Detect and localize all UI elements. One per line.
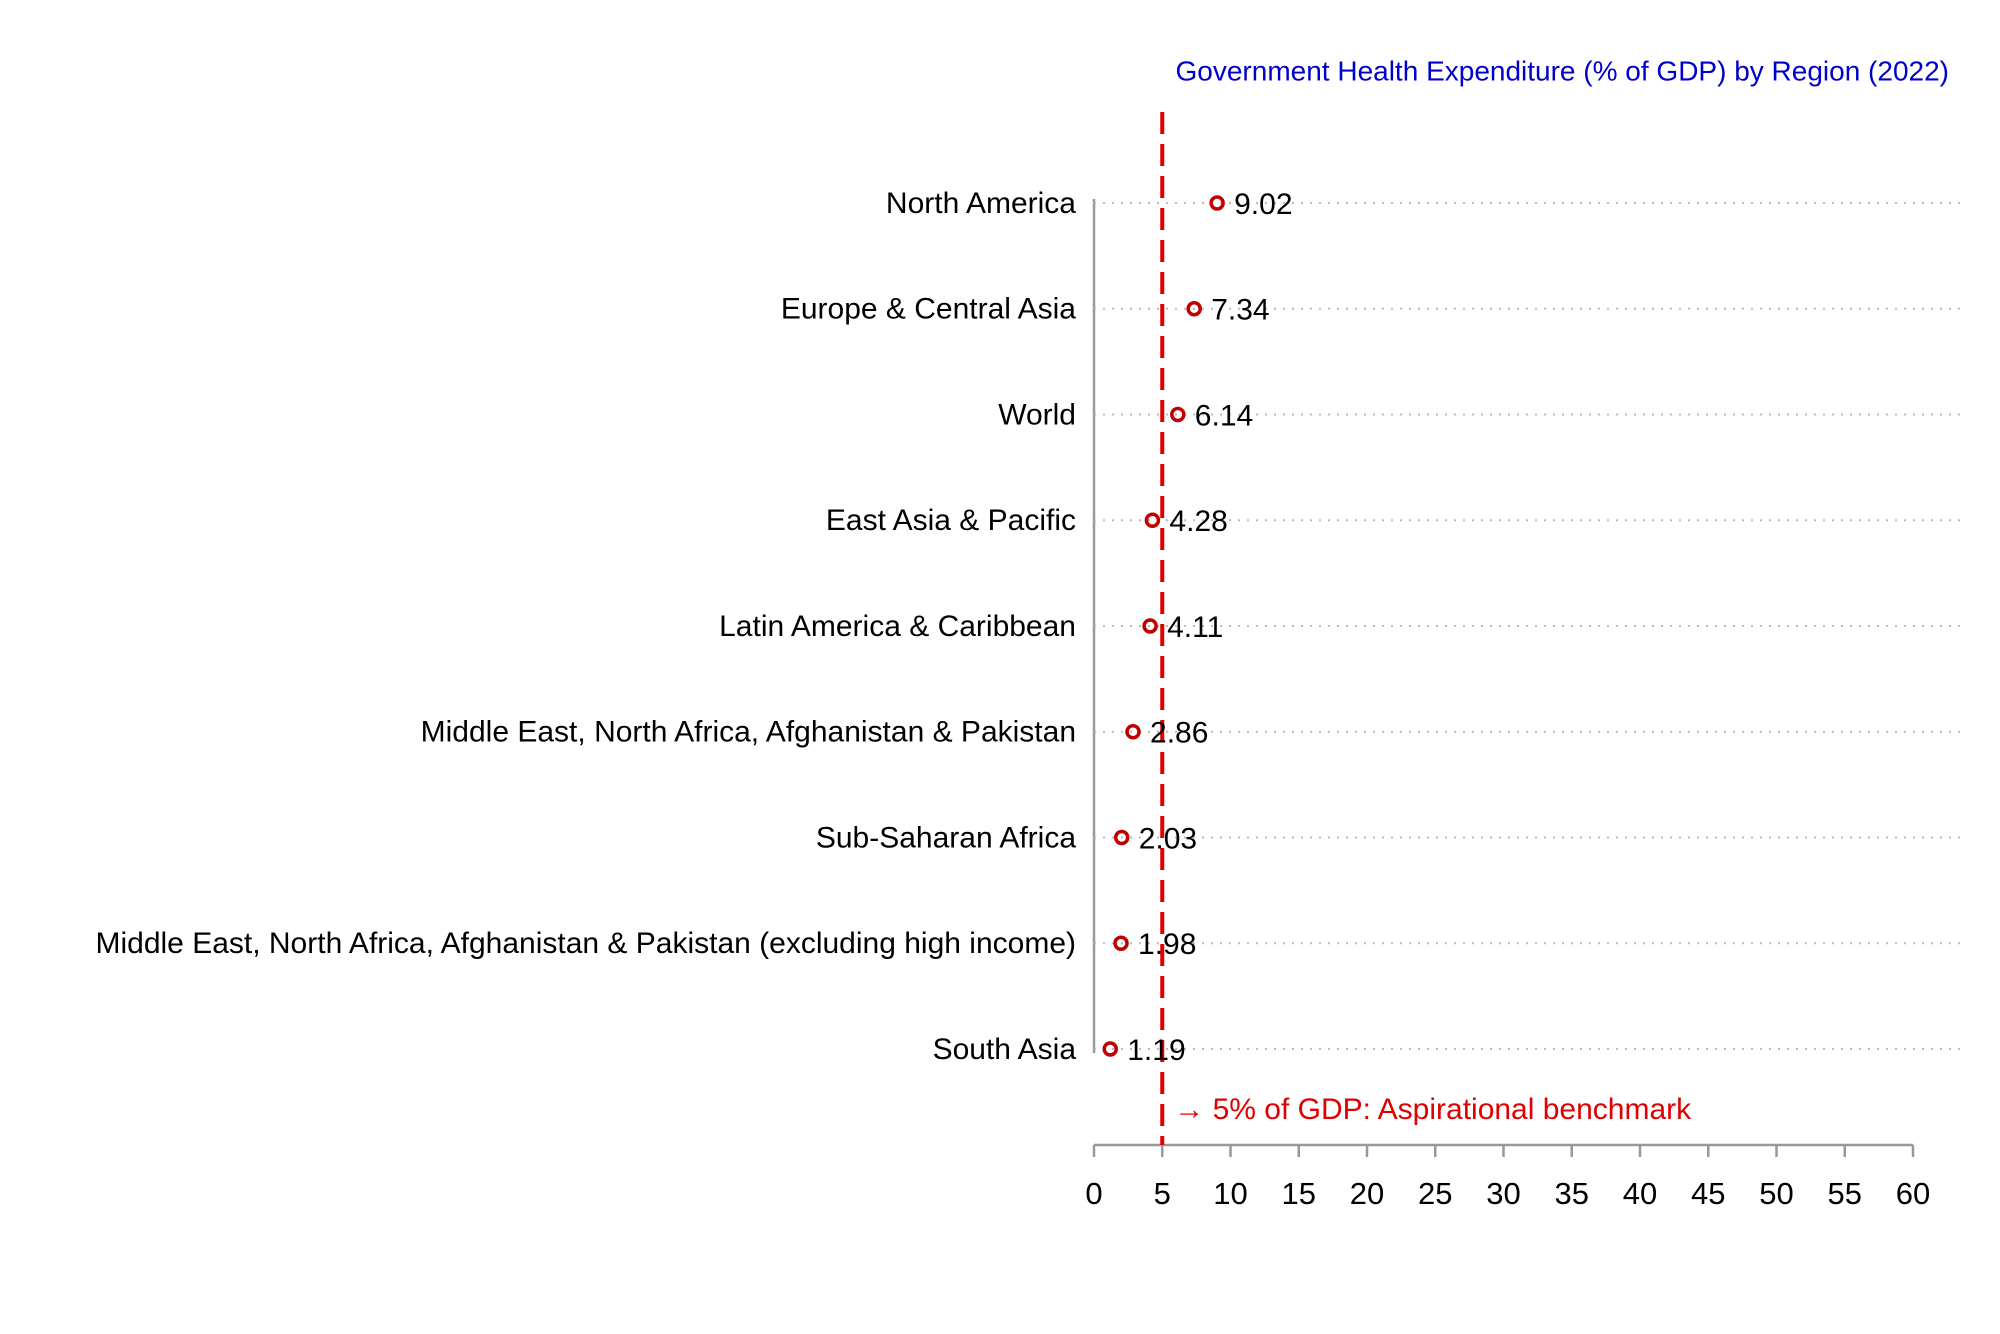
value-label: 1.19 — [1127, 1034, 1185, 1067]
x-tick-label: 10 — [1213, 1176, 1247, 1211]
value-label: 1.98 — [1138, 928, 1196, 961]
chart-title: Government Health Expenditure (% of GDP)… — [1176, 55, 1950, 86]
category-label: Latin America & Caribbean — [719, 610, 1076, 643]
category-label: East Asia & Pacific — [826, 504, 1076, 537]
dot — [1113, 829, 1130, 846]
x-tick-label: 60 — [1896, 1176, 1930, 1211]
category-label: World — [998, 398, 1076, 431]
x-tick-label: 50 — [1759, 1176, 1793, 1211]
x-tick-label: 55 — [1828, 1176, 1862, 1211]
value-label: 4.11 — [1167, 611, 1223, 644]
x-tick-label: 5 — [1154, 1176, 1171, 1211]
x-tick-label: 45 — [1691, 1176, 1725, 1211]
x-tick-label: 35 — [1555, 1176, 1589, 1211]
dot — [1113, 935, 1129, 951]
value-label: 9.02 — [1234, 188, 1292, 221]
dot — [1186, 301, 1202, 317]
dot — [1209, 195, 1225, 211]
dot — [1125, 724, 1141, 740]
x-tick-label: 30 — [1486, 1176, 1520, 1211]
x-tick-label: 0 — [1085, 1176, 1102, 1211]
dot — [1142, 618, 1158, 634]
category-label: Middle East, North Africa, Afghanistan &… — [421, 716, 1076, 749]
value-label: 4.28 — [1169, 505, 1227, 538]
category-label: North America — [886, 187, 1076, 220]
dot — [1170, 406, 1186, 423]
category-label: Middle East, North Africa, Afghanistan &… — [95, 927, 1076, 960]
category-label: Sub-Saharan Africa — [816, 821, 1076, 854]
value-label: 2.03 — [1139, 822, 1197, 855]
x-tick-label: 40 — [1623, 1176, 1657, 1211]
dot — [1102, 1041, 1118, 1057]
value-label: 7.34 — [1211, 294, 1269, 327]
benchmark-label: → 5% of GDP: Aspirational benchmark — [1174, 1093, 1692, 1126]
x-tick-label: 15 — [1282, 1176, 1316, 1211]
x-tick-label: 25 — [1418, 1176, 1452, 1211]
value-label: 2.86 — [1150, 717, 1208, 750]
category-label: South Asia — [933, 1033, 1077, 1066]
x-tick-label: 20 — [1350, 1176, 1384, 1211]
dot — [1144, 512, 1161, 528]
category-label: Europe & Central Asia — [781, 293, 1076, 326]
value-label: 6.14 — [1195, 399, 1253, 432]
